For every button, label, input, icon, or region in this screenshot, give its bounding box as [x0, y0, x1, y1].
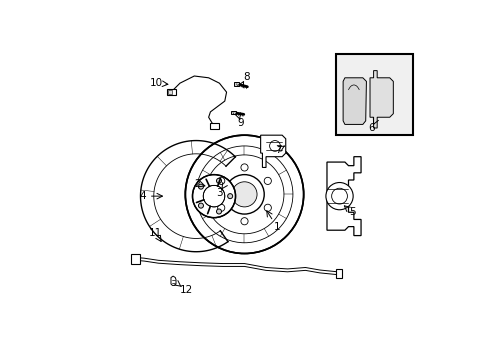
- Bar: [168, 90, 171, 94]
- Circle shape: [185, 135, 303, 253]
- Polygon shape: [326, 157, 360, 235]
- Circle shape: [198, 203, 203, 208]
- Circle shape: [216, 209, 221, 214]
- Circle shape: [192, 175, 235, 218]
- Bar: [335, 269, 342, 278]
- Bar: [209, 123, 218, 130]
- Circle shape: [231, 182, 257, 207]
- Circle shape: [216, 178, 221, 183]
- Bar: [230, 111, 235, 114]
- Polygon shape: [171, 276, 176, 285]
- Bar: [166, 89, 175, 95]
- Polygon shape: [369, 71, 392, 128]
- Text: 1: 1: [273, 222, 280, 231]
- Text: 11: 11: [149, 228, 162, 238]
- Polygon shape: [343, 78, 366, 125]
- Text: 6: 6: [368, 123, 374, 133]
- Bar: [234, 82, 239, 86]
- Text: 3: 3: [216, 188, 222, 198]
- Text: 2: 2: [194, 179, 201, 189]
- Circle shape: [203, 185, 224, 207]
- Bar: [335, 54, 412, 135]
- Circle shape: [198, 184, 203, 189]
- Polygon shape: [140, 140, 235, 252]
- Text: 4: 4: [139, 191, 145, 201]
- Bar: [131, 254, 140, 264]
- Circle shape: [325, 183, 352, 210]
- Text: 9: 9: [237, 118, 244, 128]
- Text: 5: 5: [348, 207, 355, 217]
- Text: 10: 10: [150, 78, 163, 88]
- Circle shape: [227, 194, 232, 199]
- Text: 8: 8: [243, 72, 249, 82]
- Polygon shape: [260, 135, 285, 167]
- Text: 12: 12: [180, 285, 193, 296]
- Text: 7: 7: [275, 144, 281, 154]
